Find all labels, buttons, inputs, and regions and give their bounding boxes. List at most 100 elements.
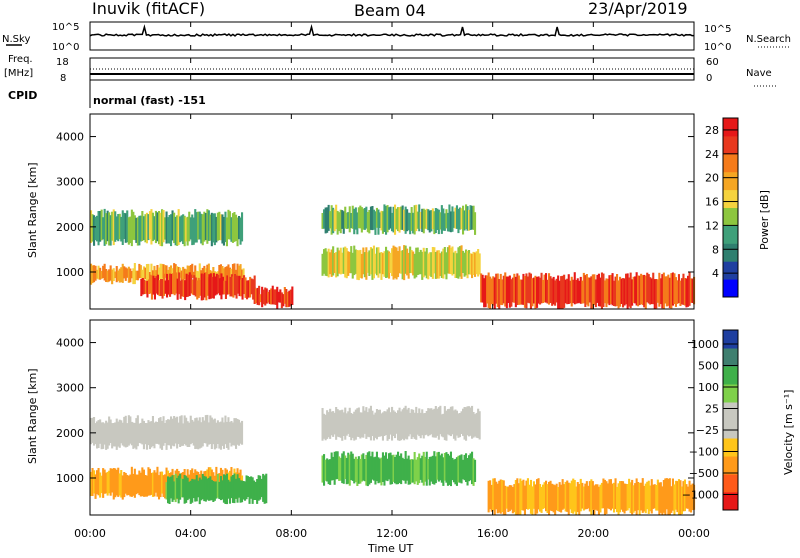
data-cell [231,213,234,243]
data-cell [327,412,330,438]
colorbar-swatch [723,153,738,173]
data-cell [375,451,378,482]
data-cell [209,415,212,444]
data-cell [149,274,152,294]
data-cell [145,475,148,497]
data-cell [345,457,348,485]
data-cell [554,485,557,515]
data-cell [448,204,451,232]
colorbar-tick-label: −100 [689,446,719,459]
data-cell [215,422,218,449]
data-cell [468,455,471,482]
data-cell [105,472,108,494]
data-cell [154,421,157,444]
data-cell [188,211,191,242]
data-cell [255,288,258,304]
data-cell [115,216,118,240]
data-cell [198,211,201,240]
data-cell [662,272,665,309]
data-cell [587,485,590,509]
velocity-data-cells [90,405,696,515]
data-cell [421,409,424,436]
data-cell [375,409,378,440]
data-cell [184,280,187,301]
data-cell [576,278,579,304]
data-cell [249,276,252,298]
data-cell [487,480,490,513]
data-cell [166,273,169,298]
data-cell [329,408,332,439]
data-cell [381,211,384,234]
data-cell [239,480,242,503]
data-cell [200,479,203,501]
data-cell [347,251,350,276]
data-cell [526,276,529,303]
data-cell [158,267,161,280]
data-cell [262,289,265,305]
data-cell [606,278,609,304]
data-cell [474,414,477,437]
data-cell [241,420,244,445]
data-cell [419,458,422,480]
colorbar-swatch [723,474,738,493]
data-cell [133,263,136,285]
data-cell [545,273,548,303]
data-cell [478,411,481,440]
data-cell [492,276,495,306]
data-cell [519,279,522,305]
data-cell [641,275,644,306]
data-cell [338,410,341,438]
data-cell [233,263,236,280]
data-cell [238,216,241,240]
data-cell [111,423,114,449]
data-cell [422,208,425,234]
data-cell [239,217,242,245]
data-cell [372,457,375,481]
data-cell [505,276,508,309]
data-cell [150,275,153,300]
data-cell [543,274,546,303]
data-cell [159,212,162,246]
data-cell [493,277,496,309]
data-cell [628,277,631,307]
data-cell [557,275,560,309]
data-cell [144,214,147,243]
data-cell [465,249,468,276]
data-cell [203,476,206,502]
data-cell [360,253,363,279]
data-cell [161,263,164,280]
nave-tick-bottom: 0 [706,73,712,84]
data-cell [549,276,552,303]
data-cell [688,272,691,306]
data-cell [522,273,525,305]
data-cell [156,466,159,497]
data-cell [359,412,362,439]
data-cell [631,279,634,306]
data-cell [386,250,389,278]
data-cell [210,417,213,449]
data-cell [419,412,422,439]
data-cell [445,209,448,229]
data-cell [480,273,483,303]
data-cell [144,281,147,294]
data-cell [259,475,262,500]
data-cell [235,214,238,241]
data-cell [120,470,123,498]
x-tick-label: 20:00 [577,527,609,540]
data-cell [431,247,434,279]
data-cell [158,418,161,445]
data-cell [273,289,276,305]
data-cell [418,453,421,484]
power-data-cells [90,204,696,309]
data-cell [231,264,234,283]
data-cell [548,481,551,515]
data-cell [109,468,112,496]
data-cell [674,480,677,510]
data-cell [93,470,96,494]
data-cell [585,274,588,305]
data-cell [372,209,375,230]
data-cell [241,278,244,300]
data-cell [330,205,333,235]
data-cell [179,473,182,500]
data-cell [634,276,637,304]
